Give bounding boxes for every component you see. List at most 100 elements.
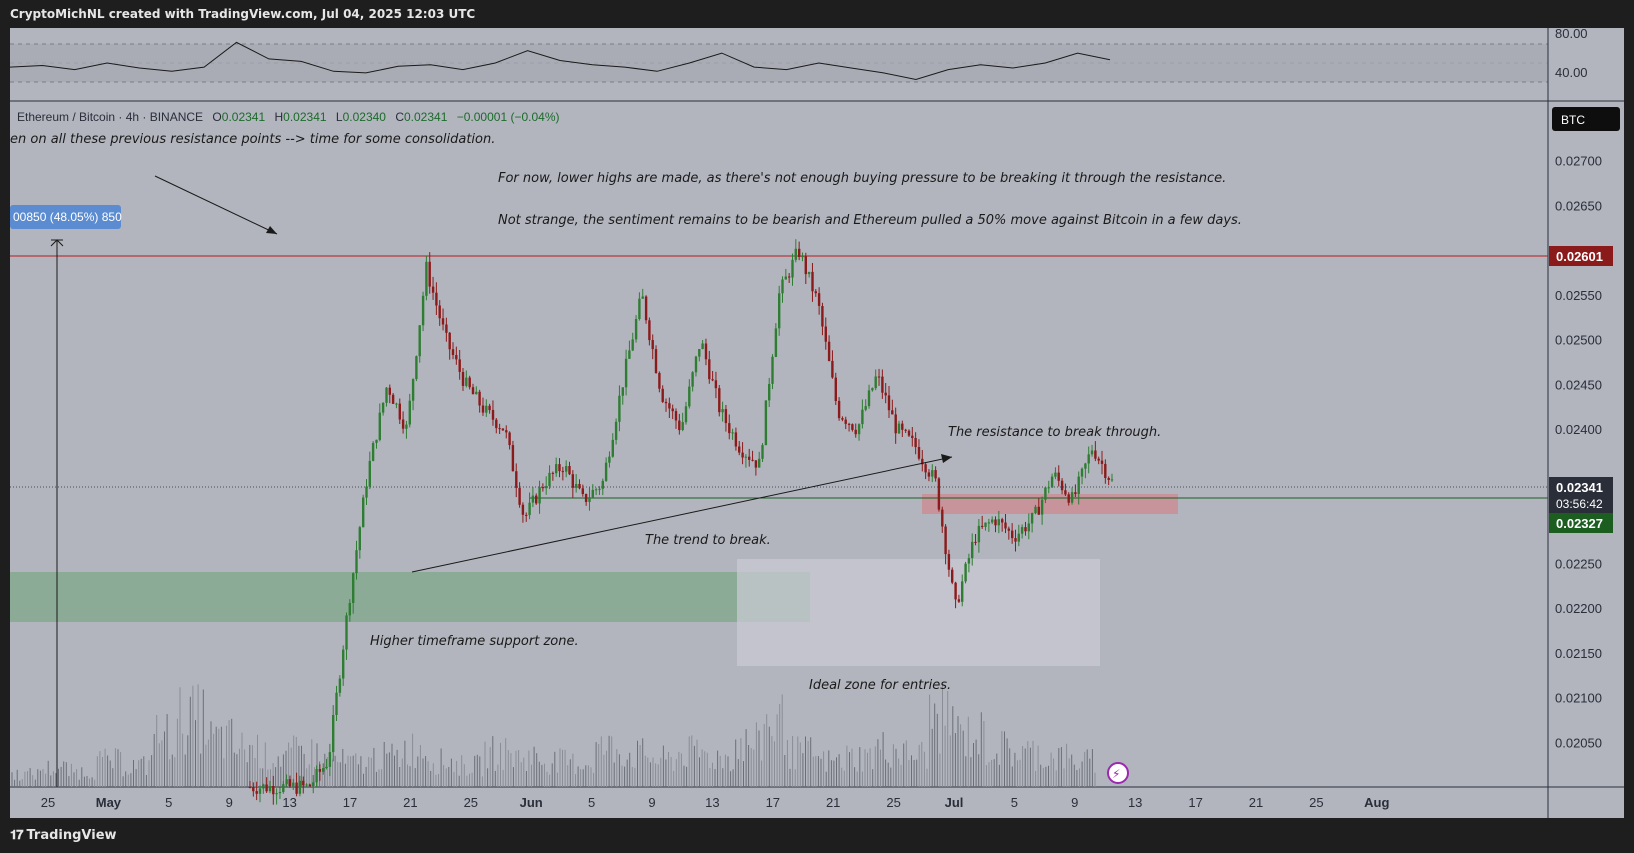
candle-body	[884, 392, 887, 396]
candle-body	[644, 296, 648, 321]
candle-body	[458, 359, 461, 372]
price-tick-label: 0.02150	[1555, 646, 1602, 661]
candle-body	[668, 403, 671, 409]
candle-body	[894, 414, 897, 434]
tradingview-logo[interactable]: 𝟏𝟕 TradingView	[10, 828, 117, 843]
candle-body	[664, 401, 668, 404]
candle-body	[1094, 450, 1097, 459]
candle-body	[688, 386, 691, 407]
candle-body	[701, 343, 704, 349]
candle-body	[991, 519, 994, 523]
pointer-arrow[interactable]	[154, 175, 278, 235]
measure-badge[interactable]	[10, 205, 121, 229]
candle-body	[794, 248, 797, 260]
candle-body	[614, 421, 618, 440]
candle-body	[971, 541, 974, 559]
candle-body	[322, 768, 325, 772]
candle-body	[974, 541, 977, 543]
candle-body	[811, 271, 814, 292]
last-price-label: 0.02341	[1556, 480, 1603, 495]
candle-body	[285, 779, 288, 785]
candle-body	[471, 387, 475, 395]
candle-body	[565, 466, 568, 472]
candle-body	[967, 558, 971, 564]
time-tick-label: 5	[1011, 795, 1018, 810]
candle-body	[1004, 522, 1007, 529]
candle-body	[475, 391, 478, 395]
candle-body	[1107, 478, 1110, 480]
candle-body	[342, 649, 345, 679]
candle-body	[368, 460, 371, 487]
entry-zone[interactable]	[737, 559, 1100, 666]
chart-panel[interactable]	[10, 28, 1624, 818]
time-tick-label: Aug	[1364, 795, 1389, 810]
candle-body	[661, 388, 664, 402]
candle-body	[345, 615, 348, 650]
time-tick-label: 13	[705, 795, 719, 810]
candle-body	[611, 439, 614, 457]
candle-body	[1001, 519, 1004, 523]
candle-body	[934, 470, 937, 479]
candle-body	[1097, 458, 1100, 461]
resistance-price-label: 0.02601	[1556, 249, 1603, 264]
candle-body	[721, 409, 724, 413]
candle-body	[897, 423, 901, 434]
candle-body	[405, 424, 408, 429]
price-axis[interactable]: 0.02700 0.02650 0.02550 0.02500 0.02450 0.024…	[1555, 154, 1602, 751]
candle-body	[538, 487, 541, 504]
candle-body	[754, 460, 758, 468]
candle-body	[508, 432, 511, 446]
candle-body	[761, 445, 764, 459]
trend-line[interactable]	[411, 456, 953, 573]
note-sentiment: Not strange, the sentiment remains to be…	[498, 213, 1242, 228]
time-axis[interactable]: 25 May 5 9 13 17 21 25 Jun 5 9 13 17 21 25 Jul 5 9 13 17 21 2…	[41, 795, 1390, 810]
candle-body	[521, 504, 525, 515]
candle-body	[944, 526, 947, 555]
candle-body	[864, 406, 867, 410]
candle-body	[445, 324, 448, 333]
candle-body	[671, 408, 674, 412]
candle-body	[1007, 528, 1010, 531]
time-tick-label: 25	[1309, 795, 1323, 810]
trend-line-arrowhead	[941, 454, 952, 463]
candle-body	[408, 400, 411, 425]
candle-body	[871, 388, 874, 391]
candle-body	[491, 410, 495, 420]
candle-body	[558, 464, 561, 472]
candle-body	[947, 554, 951, 570]
candle-body	[435, 292, 438, 306]
last-price-tag	[1549, 477, 1613, 513]
candle-body	[877, 376, 881, 378]
candle-body	[714, 380, 718, 389]
candle-body	[1014, 538, 1017, 542]
candle-body	[1044, 487, 1047, 500]
candle-body	[275, 793, 278, 795]
support-zone[interactable]	[10, 572, 810, 622]
candle-body	[531, 495, 535, 503]
currency-badge[interactable]	[1552, 107, 1620, 131]
candle-body	[282, 784, 285, 792]
candle-body	[698, 349, 701, 357]
candle-body	[778, 293, 781, 329]
resistance-zone[interactable]	[922, 494, 1178, 514]
candle-body	[545, 486, 548, 489]
candle-body	[911, 435, 914, 438]
candle-body	[352, 573, 355, 603]
candle-body	[758, 458, 761, 468]
candle-body	[455, 355, 458, 360]
candle-body	[881, 376, 884, 393]
candle-body	[332, 715, 335, 753]
candle-body	[401, 419, 405, 429]
candle-body	[807, 271, 811, 275]
bottom-bar	[0, 818, 1634, 853]
rsi-tick-label: 80.00	[1555, 26, 1588, 41]
currency-label: BTC	[1561, 113, 1585, 127]
price-tick-label: 0.02250	[1555, 556, 1602, 571]
candle-body	[681, 422, 684, 430]
high-value: 0.02341	[283, 110, 327, 124]
resistance-price-tag	[1549, 246, 1613, 266]
candle-body	[535, 495, 538, 504]
lightning-icon[interactable]	[1107, 762, 1129, 784]
low-key: L	[336, 110, 343, 124]
